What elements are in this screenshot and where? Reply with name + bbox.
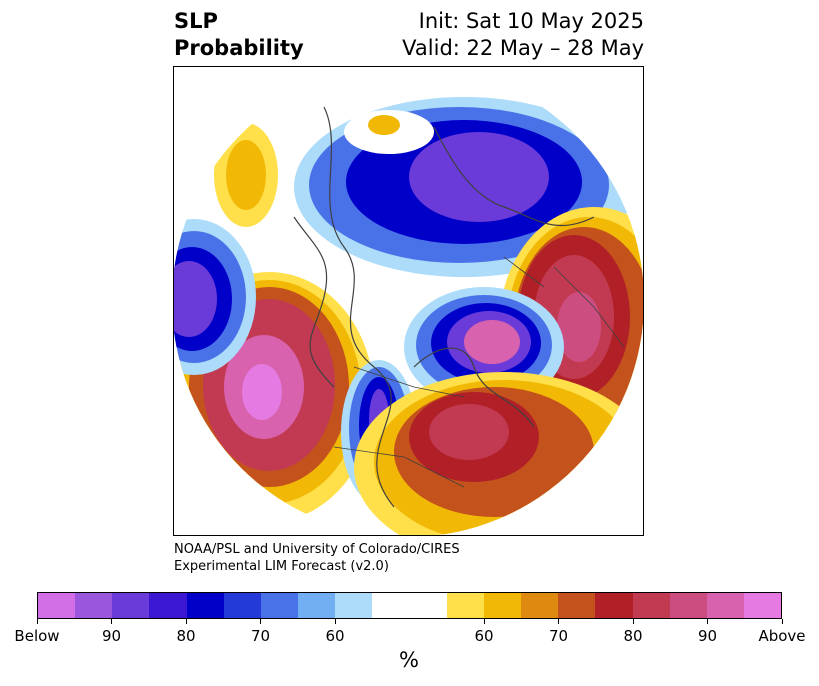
colorbar-tick-mark (707, 619, 708, 624)
colorbar-tick-label: 60 (474, 627, 494, 645)
title-line-2: Probability (174, 36, 304, 60)
probability-map (173, 66, 644, 536)
forecast-dates: Init: Sat 10 May 2025 Valid: 22 May – 28… (402, 8, 644, 62)
credit-text: NOAA/PSL and University of Colorado/CIRE… (174, 541, 460, 575)
coastlines (293, 106, 595, 508)
map-title: SLP Probability (174, 8, 304, 62)
eastus-high-core (429, 404, 509, 460)
borders (333, 256, 625, 488)
colorbar-tick-label: 80 (623, 627, 643, 645)
colorbar-segment (260, 593, 299, 618)
pacific-high-max (242, 364, 282, 420)
arctic-yellow-spot (368, 115, 400, 135)
atlantic-low-core (464, 320, 520, 364)
colorbar-unit-label: % (399, 648, 419, 672)
colorbar-tick-label: 70 (548, 627, 569, 645)
colorbar-segment (372, 593, 410, 618)
colorbar-tick-mark (36, 619, 38, 624)
colorbar-segment (743, 593, 782, 618)
credit-line-1: NOAA/PSL and University of Colorado/CIRE… (174, 542, 460, 557)
colorbar-tick-label: Above (758, 627, 806, 645)
credit-line-2: Experimental LIM Forecast (v2.0) (174, 559, 389, 574)
colorbar-tick-label: 80 (176, 627, 196, 645)
map-svg (174, 67, 643, 535)
colorbar-tick-mark (483, 619, 485, 624)
colorbar-segment (595, 593, 633, 618)
colorbar-tick-label: 90 (697, 627, 718, 645)
colorbar-tick-mark (632, 619, 634, 624)
colorbar-segment (521, 593, 559, 618)
colorbar-tick-mark (781, 619, 783, 624)
colorbar-tick-mark (558, 619, 559, 624)
colorbar-tick-label: Below (14, 627, 60, 645)
colorbar-segment (558, 593, 596, 618)
eurasia-high-inner (557, 292, 601, 362)
colorbar (37, 592, 782, 619)
colorbar-tick-label: 70 (250, 627, 271, 645)
colorbar-segment (446, 593, 484, 618)
colorbar-tick-mark (185, 619, 187, 624)
colorbar-segment (38, 593, 76, 618)
colorbar-segment (223, 593, 261, 618)
colorbar-tick-mark (334, 619, 336, 624)
colorbar-segment (75, 593, 113, 618)
colorbar-segment (632, 593, 670, 618)
colorbar-tick-mark (260, 619, 261, 624)
colorbar-tick-label: 90 (101, 627, 122, 645)
colorbar-segment (483, 593, 522, 618)
colorbar-segment (298, 593, 336, 618)
colorbar-segment (669, 593, 707, 618)
colorbar-segment (112, 593, 150, 618)
colorbar-segment (149, 593, 187, 618)
arctic-low-strong (409, 132, 549, 222)
westpac-low-strong (174, 261, 217, 337)
colorbar-segment (409, 593, 447, 618)
colorbar-tick-mark (111, 619, 112, 624)
colorbar-tick-label: 60 (325, 627, 345, 645)
colorbar-segment (186, 593, 224, 618)
nw-high-light (226, 140, 266, 210)
colorbar-segment (335, 593, 373, 618)
colorbar-segment (706, 593, 744, 618)
title-line-1: SLP (174, 9, 218, 33)
init-date: Init: Sat 10 May 2025 (418, 9, 644, 33)
valid-dates: Valid: 22 May – 28 May (402, 36, 644, 60)
